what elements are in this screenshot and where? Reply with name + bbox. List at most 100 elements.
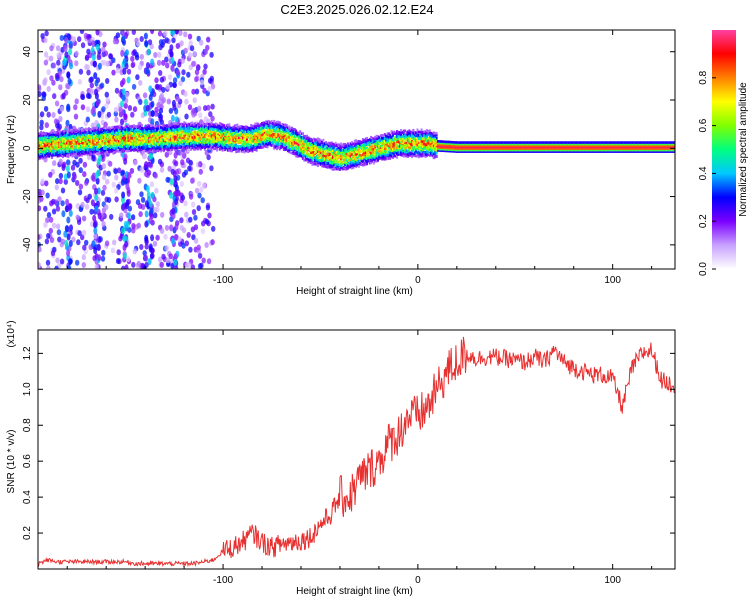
heatmap-noise-cell bbox=[80, 104, 86, 111]
heatmap-ridge-cell bbox=[161, 134, 164, 138]
heatmap-ridge-cell bbox=[96, 143, 98, 146]
heatmap-ridge-cell bbox=[130, 147, 133, 151]
heatmap-ridge-cell bbox=[93, 143, 96, 146]
heatmap-noise-cell bbox=[95, 99, 100, 107]
heatmap-noise-cell bbox=[53, 118, 59, 125]
heatmap-ridge-cell bbox=[331, 149, 334, 153]
heatmap-ridge-cell bbox=[240, 148, 243, 151]
heatmap-ridge-cell bbox=[263, 129, 266, 132]
heatmap-ridge-cell bbox=[79, 130, 82, 134]
heatmap-ridge-cell bbox=[94, 138, 97, 141]
heatmap-ridge-cell bbox=[66, 150, 68, 153]
heatmap-ridge-cell bbox=[205, 124, 208, 127]
heatmap-ridge-cell bbox=[45, 147, 48, 150]
heatmap-ridge-cell bbox=[42, 147, 45, 150]
heatmap-ridge-cell bbox=[61, 139, 64, 142]
heatmap-ridge-cell bbox=[220, 140, 223, 144]
heatmap-ridge-cell bbox=[304, 135, 307, 138]
heatmap-ridge-cell bbox=[237, 126, 240, 129]
heatmap-ridge-cell bbox=[348, 154, 351, 158]
heatmap-ridge-cell bbox=[288, 139, 291, 142]
heatmap-ridge-cell bbox=[318, 148, 321, 152]
heatmap-ridge-cell bbox=[255, 129, 258, 133]
heatmap-noise-cell bbox=[40, 178, 45, 185]
heatmap-ridge-cell bbox=[115, 138, 118, 141]
heatmap-ridge-cell bbox=[105, 138, 108, 142]
heatmap-noise-cell bbox=[91, 155, 96, 162]
heatmap-ridge-cell bbox=[52, 131, 55, 134]
heatmap-ridge-cell bbox=[130, 136, 133, 139]
heatmap-ridge-cell bbox=[82, 142, 85, 145]
heatmap-noise-cell bbox=[158, 84, 163, 91]
heatmap-noise-cell bbox=[114, 174, 119, 181]
heatmap-ridge-cell bbox=[145, 131, 148, 134]
heatmap-ridge-cell bbox=[235, 143, 238, 147]
heatmap-ridge-cell bbox=[256, 136, 259, 140]
heatmap-ridge-cell bbox=[115, 142, 118, 145]
heatmap-noise-cell bbox=[170, 64, 175, 72]
heatmap-ridge-cell bbox=[263, 144, 266, 148]
heatmap-ridge-cell bbox=[251, 144, 254, 148]
heatmap-ridge-cell bbox=[112, 149, 115, 152]
heatmap-ridge-cell bbox=[67, 141, 70, 145]
heatmap-ridge-cell bbox=[45, 140, 48, 143]
heatmap-noise-cell bbox=[159, 166, 165, 173]
heatmap-noise-cell bbox=[161, 59, 166, 66]
heatmap-ridge-cell bbox=[97, 152, 100, 155]
heatmap-ridge-cell bbox=[126, 142, 128, 146]
heatmap-ridge-cell bbox=[161, 129, 164, 133]
heatmap-ridge-cell bbox=[147, 129, 150, 133]
heatmap-ridge-cell bbox=[259, 140, 262, 143]
heatmap-ridge-cell bbox=[112, 144, 115, 147]
heatmap-ridge-cell bbox=[336, 150, 338, 154]
heatmap-noise-cell bbox=[127, 205, 133, 212]
heatmap-ridge-cell bbox=[94, 129, 97, 133]
heatmap-ridge-cell bbox=[319, 148, 322, 151]
heatmap-ridge-cell bbox=[316, 150, 319, 153]
heatmap-ridge-cell bbox=[143, 149, 146, 153]
heatmap-ridge-cell bbox=[352, 157, 355, 160]
heatmap-ridge-cell bbox=[321, 145, 323, 149]
heatmap-noise-cell bbox=[103, 50, 109, 57]
heatmap-ridge-cell bbox=[236, 127, 239, 131]
heatmap-noise-cell bbox=[116, 249, 121, 256]
heatmap-ridge-cell bbox=[57, 135, 60, 139]
heatmap-ridge-cell bbox=[285, 128, 288, 131]
heatmap-ridge-cell bbox=[111, 142, 113, 145]
heatmap-ridge-cell bbox=[196, 130, 199, 134]
heatmap-ridge-cell bbox=[60, 142, 63, 145]
heatmap-ridge-cell bbox=[181, 134, 184, 138]
heatmap-ridge-cell bbox=[319, 143, 322, 147]
heatmap-ridge-cell bbox=[333, 160, 336, 164]
heatmap-ridge-cell bbox=[51, 135, 53, 138]
heatmap-ridge-cell bbox=[259, 127, 262, 130]
heatmap-ridge-cell bbox=[207, 131, 210, 135]
heatmap-ridge-cell bbox=[236, 150, 239, 153]
heatmap-ridge-cell bbox=[97, 146, 100, 150]
heatmap-ridge-cell bbox=[267, 126, 270, 129]
heatmap-ridge-cell bbox=[162, 148, 165, 151]
heatmap-ridge-cell bbox=[255, 133, 258, 136]
heatmap-ridge-cell bbox=[180, 134, 183, 138]
heatmap-noise-cell bbox=[38, 84, 42, 91]
heatmap-ridge-cell bbox=[184, 140, 187, 143]
heatmap-noise-cell bbox=[93, 227, 98, 235]
heatmap-ridge-cell bbox=[130, 125, 133, 128]
heatmap-noise-cell bbox=[126, 189, 131, 197]
heatmap-ridge-cell bbox=[117, 150, 120, 153]
heatmap-noise-cell bbox=[131, 223, 136, 229]
heatmap-ridge-cell bbox=[281, 125, 284, 129]
heatmap-ridge-cell bbox=[256, 145, 259, 149]
heatmap-ridge-cell bbox=[64, 138, 67, 142]
heatmap-ridge-cell bbox=[127, 129, 130, 132]
heatmap-noise-cell bbox=[78, 68, 84, 75]
heatmap-ridge-cell bbox=[40, 148, 43, 152]
heatmap-ridge-cell bbox=[352, 148, 355, 151]
heatmap-noise-cell bbox=[145, 62, 150, 69]
heatmap-ridge-cell bbox=[233, 145, 236, 149]
heatmap-ridge-cell bbox=[97, 137, 100, 140]
heatmap-ridge-cell bbox=[108, 132, 111, 135]
heatmap-ridge-cell bbox=[143, 133, 146, 136]
heatmap-ridge-cell bbox=[285, 148, 288, 151]
heatmap-ridge-cell bbox=[113, 137, 116, 141]
